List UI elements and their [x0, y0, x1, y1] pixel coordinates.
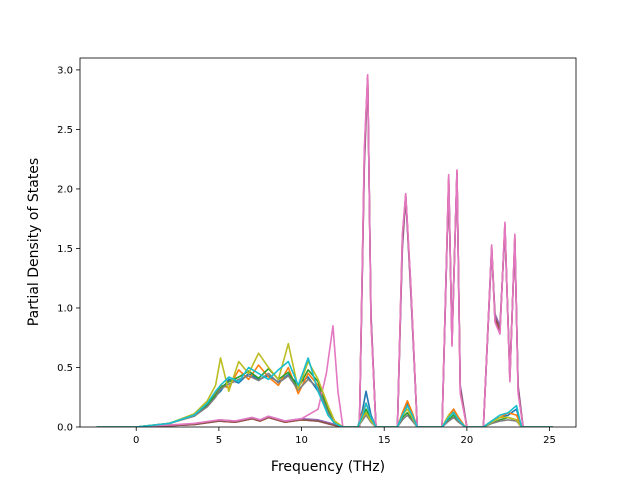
x-tick-label: 10: [295, 435, 308, 446]
y-tick-label: 3.0: [57, 65, 73, 76]
series-layer: [96, 73, 553, 427]
x-tick-label: 20: [461, 435, 474, 446]
y-axis-label: Partial Density of States: [26, 158, 42, 326]
y-tick-label: 2.5: [57, 125, 73, 136]
series-line-10: [96, 357, 553, 427]
y-tick-label: 0.5: [57, 363, 73, 374]
x-tick-label: 0: [133, 435, 139, 446]
y-tick-label: 2.0: [57, 184, 73, 195]
y-axis-ticks: 0.0 0.5 1.0 1.5 2.0 2.5 3.0: [57, 65, 80, 434]
plot-area: [79, 57, 577, 428]
y-tick-label: 1.0: [57, 303, 73, 314]
x-tick-label: 25: [543, 435, 556, 446]
x-tick-label: 15: [378, 435, 391, 446]
y-tick-label: 1.5: [57, 244, 73, 255]
axes-frame: [79, 57, 577, 428]
series-line-7: [96, 73, 553, 427]
y-tick-label: 0.0: [57, 423, 73, 434]
x-axis-label: Frequency (THz): [271, 459, 385, 475]
x-tick-label: 5: [216, 435, 222, 446]
x-axis-ticks: 0 5 10 15 20 25: [133, 427, 556, 446]
